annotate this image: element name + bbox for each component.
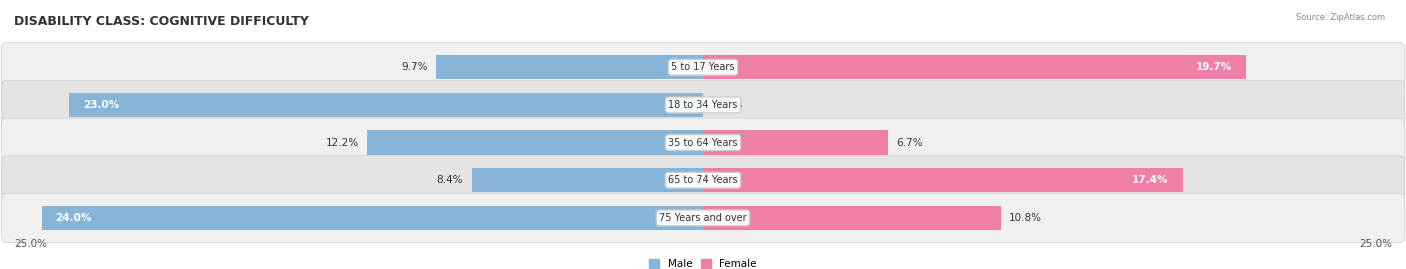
Text: 5 to 17 Years: 5 to 17 Years — [671, 62, 735, 72]
Bar — [703, 55, 1246, 80]
Text: 0.0%: 0.0% — [717, 100, 742, 110]
Text: DISABILITY CLASS: COGNITIVE DIFFICULTY: DISABILITY CLASS: COGNITIVE DIFFICULTY — [14, 15, 309, 28]
Text: 24.0%: 24.0% — [55, 213, 91, 223]
Text: 18 to 34 Years: 18 to 34 Years — [668, 100, 738, 110]
FancyBboxPatch shape — [1, 43, 1405, 92]
Text: 35 to 64 Years: 35 to 64 Years — [668, 137, 738, 148]
Text: 65 to 74 Years: 65 to 74 Years — [668, 175, 738, 185]
Text: 12.2%: 12.2% — [325, 137, 359, 148]
Text: 25.0%: 25.0% — [14, 239, 46, 249]
Text: 25.0%: 25.0% — [1360, 239, 1392, 249]
FancyBboxPatch shape — [1, 193, 1405, 242]
FancyBboxPatch shape — [1, 80, 1405, 129]
FancyBboxPatch shape — [1, 118, 1405, 167]
Bar — [703, 130, 887, 155]
Text: Source: ZipAtlas.com: Source: ZipAtlas.com — [1296, 13, 1385, 22]
Text: 9.7%: 9.7% — [401, 62, 427, 72]
Text: 10.8%: 10.8% — [1010, 213, 1042, 223]
Text: 23.0%: 23.0% — [83, 100, 120, 110]
Bar — [69, 93, 703, 117]
Legend: Male, Female: Male, Female — [645, 254, 761, 269]
Bar — [703, 168, 1182, 193]
FancyBboxPatch shape — [1, 156, 1405, 205]
Bar — [436, 55, 703, 80]
Bar — [703, 206, 1001, 230]
Bar — [471, 168, 703, 193]
Text: 6.7%: 6.7% — [896, 137, 922, 148]
Text: 8.4%: 8.4% — [437, 175, 463, 185]
Text: 19.7%: 19.7% — [1197, 62, 1232, 72]
Bar — [367, 130, 703, 155]
Text: 17.4%: 17.4% — [1132, 175, 1168, 185]
Bar — [42, 206, 703, 230]
Text: 75 Years and over: 75 Years and over — [659, 213, 747, 223]
